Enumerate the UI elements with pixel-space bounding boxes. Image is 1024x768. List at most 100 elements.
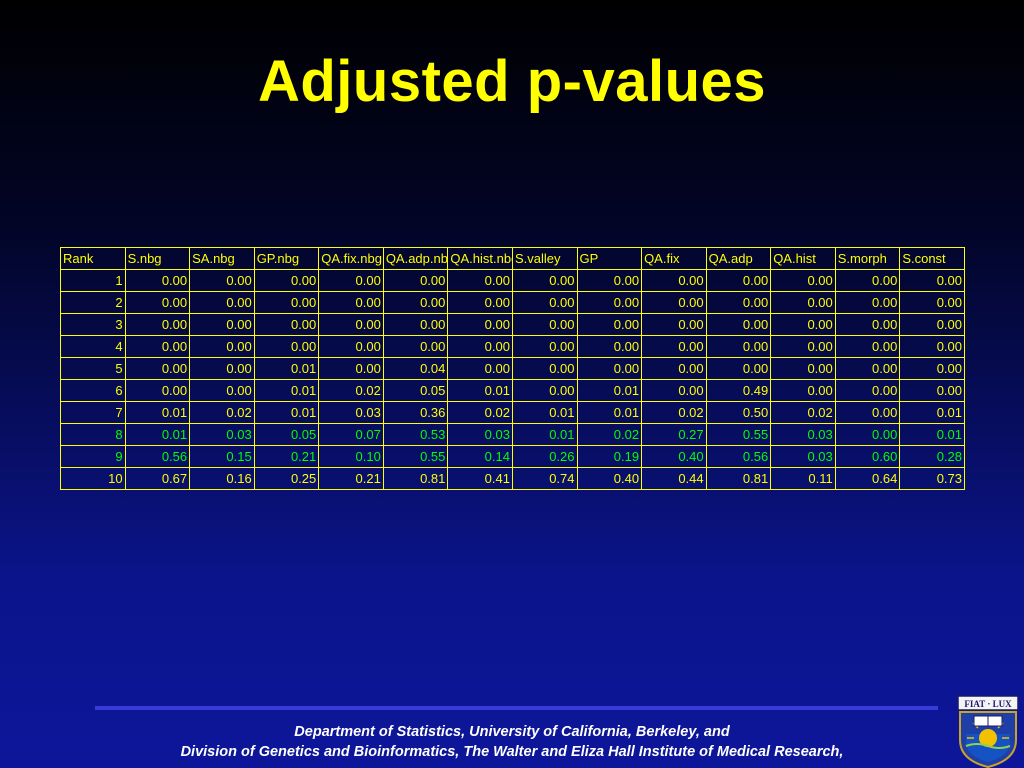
- pvalue-cell: 0.81: [705, 467, 772, 490]
- pvalue-cell: 0.01: [576, 401, 643, 424]
- pvalue-cell: 0.01: [899, 401, 965, 424]
- table-row: 3 0.00 0.00 0.00 0.00 0.00 0.00 0.00 0.00 0.00 0.0…: [60, 313, 965, 336]
- pvalue-cell: 0.05: [253, 423, 320, 446]
- pvalue-cell: 0.55: [382, 445, 449, 468]
- berkeley-seal-icon: FIAT · LUX: [957, 695, 1019, 768]
- pvalue-cell: 0.00: [382, 313, 449, 336]
- pvalue-cell: 0.00: [511, 313, 578, 336]
- pvalue-cell: 0.00: [641, 269, 707, 292]
- column-header: S.morph: [834, 247, 901, 270]
- pvalue-cell: 0.56: [705, 445, 772, 468]
- pvalue-cell: 0.03: [770, 445, 836, 468]
- pvalue-cell: 0.02: [189, 401, 255, 424]
- column-header: S.valley: [511, 247, 578, 270]
- pvalue-cell: 0.00: [189, 335, 255, 358]
- pvalue-cell: 0.00: [318, 357, 384, 380]
- pvalue-cell: 0.00: [899, 357, 965, 380]
- table-row: 1 0.00 0.00 0.00 0.00 0.00 0.00 0.00 0.00 0.00 0.0…: [60, 269, 965, 292]
- pvalue-cell: 0.02: [447, 401, 513, 424]
- pvalue-cell: 0.36: [382, 401, 449, 424]
- pvalue-cell: 0.00: [124, 379, 191, 402]
- pvalue-cell: 0.15: [189, 445, 255, 468]
- pvalue-cell: 0.00: [576, 357, 643, 380]
- pvalue-cell: 0.19: [576, 445, 643, 468]
- pvalue-cell: 0.26: [511, 445, 578, 468]
- pvalue-cell: 0.00: [899, 269, 965, 292]
- column-header: GP.nbg: [253, 247, 320, 270]
- pvalue-cell: 0.00: [382, 335, 449, 358]
- pvalue-cell: 0.00: [124, 335, 191, 358]
- pvalue-cell: 0.00: [189, 291, 255, 314]
- footer-line-1: Department of Statistics, University of …: [294, 724, 730, 740]
- pvalue-cell: 0.00: [705, 335, 772, 358]
- pvalue-cell: 0.00: [511, 379, 578, 402]
- pvalue-cell: 0.00: [124, 313, 191, 336]
- pvalue-cell: 0.00: [253, 269, 320, 292]
- pvalue-cell: 0.00: [576, 291, 643, 314]
- footer-line-2: Division of Genetics and Bioinformatics,…: [180, 744, 844, 760]
- pvalue-cell: 0.03: [770, 423, 836, 446]
- pvalue-cell: 0.01: [511, 401, 578, 424]
- slide-title: Adjusted p-values: [257, 49, 767, 114]
- pvalue-cell: 0.00: [641, 379, 707, 402]
- pvalue-cell: 0.00: [899, 379, 965, 402]
- pvalue-cell: 0.00: [124, 269, 191, 292]
- pvalue-cell: 0.03: [189, 423, 255, 446]
- table-row: 4 0.00 0.00 0.00 0.00 0.00 0.00 0.00 0.00 0.00 0.0…: [60, 335, 965, 358]
- pvalue-cell: 0.00: [641, 335, 707, 358]
- pvalue-cell: 0.02: [318, 379, 384, 402]
- pvalue-cell: 0.64: [834, 467, 901, 490]
- pvalue-cell: 0.00: [705, 291, 772, 314]
- pvalue-cell: 0.01: [253, 357, 320, 380]
- column-header: SA.nbg: [189, 247, 255, 270]
- pvalue-cell: 0.00: [899, 335, 965, 358]
- footer-divider: [95, 706, 938, 710]
- pvalue-cell: 0.00: [318, 335, 384, 358]
- pvalue-cell: 0.00: [770, 291, 836, 314]
- pvalue-cell: 0.01: [576, 379, 643, 402]
- pvalue-cell: 0.00: [641, 313, 707, 336]
- pvalue-cell: 0.00: [770, 335, 836, 358]
- rank-cell: 4: [60, 335, 126, 358]
- pvalue-cell: 0.00: [189, 313, 255, 336]
- pvalue-cell: 0.03: [318, 401, 384, 424]
- pvalue-cell: 0.00: [770, 269, 836, 292]
- table-header-row: Rank S.nbg SA.nbg GP.nbg QA.fix.nbg QA.adp.nb…: [60, 247, 965, 270]
- table-row: 6 0.00 0.00 0.01 0.02 0.05 0.01 0.00 0.01 0.00 0.4…: [60, 379, 965, 402]
- pvalue-cell: 0.01: [447, 379, 513, 402]
- pvalue-cell: 0.01: [124, 401, 191, 424]
- pvalue-cell: 0.40: [576, 467, 643, 490]
- pvalue-cell: 0.00: [511, 357, 578, 380]
- pvalue-cell: 0.73: [899, 467, 965, 490]
- pvalue-cell: 0.07: [318, 423, 384, 446]
- pvalue-cell: 0.00: [705, 313, 772, 336]
- pvalue-cell: 0.01: [124, 423, 191, 446]
- pvalue-cell: 0.27: [641, 423, 707, 446]
- pvalue-cell: 0.00: [511, 335, 578, 358]
- pvalue-cell: 0.00: [447, 291, 513, 314]
- column-header: S.nbg: [124, 247, 191, 270]
- pvalue-cell: 0.00: [705, 269, 772, 292]
- pvalue-cell: 0.41: [447, 467, 513, 490]
- pvalue-cell: 0.00: [576, 313, 643, 336]
- pvalue-cell: 0.21: [253, 445, 320, 468]
- pvalue-cell: 0.44: [641, 467, 707, 490]
- pvalue-cell: 0.11: [770, 467, 836, 490]
- pvalue-cell: 0.00: [511, 291, 578, 314]
- rank-cell: 7: [60, 401, 126, 424]
- pvalue-cell: 0.00: [834, 335, 901, 358]
- pvalue-cell: 0.60: [834, 445, 901, 468]
- pvalue-cell: 0.00: [834, 423, 901, 446]
- pvalue-cell: 0.00: [318, 269, 384, 292]
- pvalue-cell: 0.00: [834, 401, 901, 424]
- rank-cell: 6: [60, 379, 126, 402]
- pvalue-cell: 0.00: [253, 335, 320, 358]
- column-header: QA.adp.nbg: [382, 247, 449, 270]
- pvalue-cell: 0.55: [705, 423, 772, 446]
- pvalue-cell: 0.00: [899, 313, 965, 336]
- pvalue-cell: 0.00: [511, 269, 578, 292]
- pvalue-cell: 0.49: [705, 379, 772, 402]
- column-header: QA.adp: [705, 247, 772, 270]
- pvalue-cell: 0.02: [576, 423, 643, 446]
- column-header: QA.hist.nbg: [447, 247, 513, 270]
